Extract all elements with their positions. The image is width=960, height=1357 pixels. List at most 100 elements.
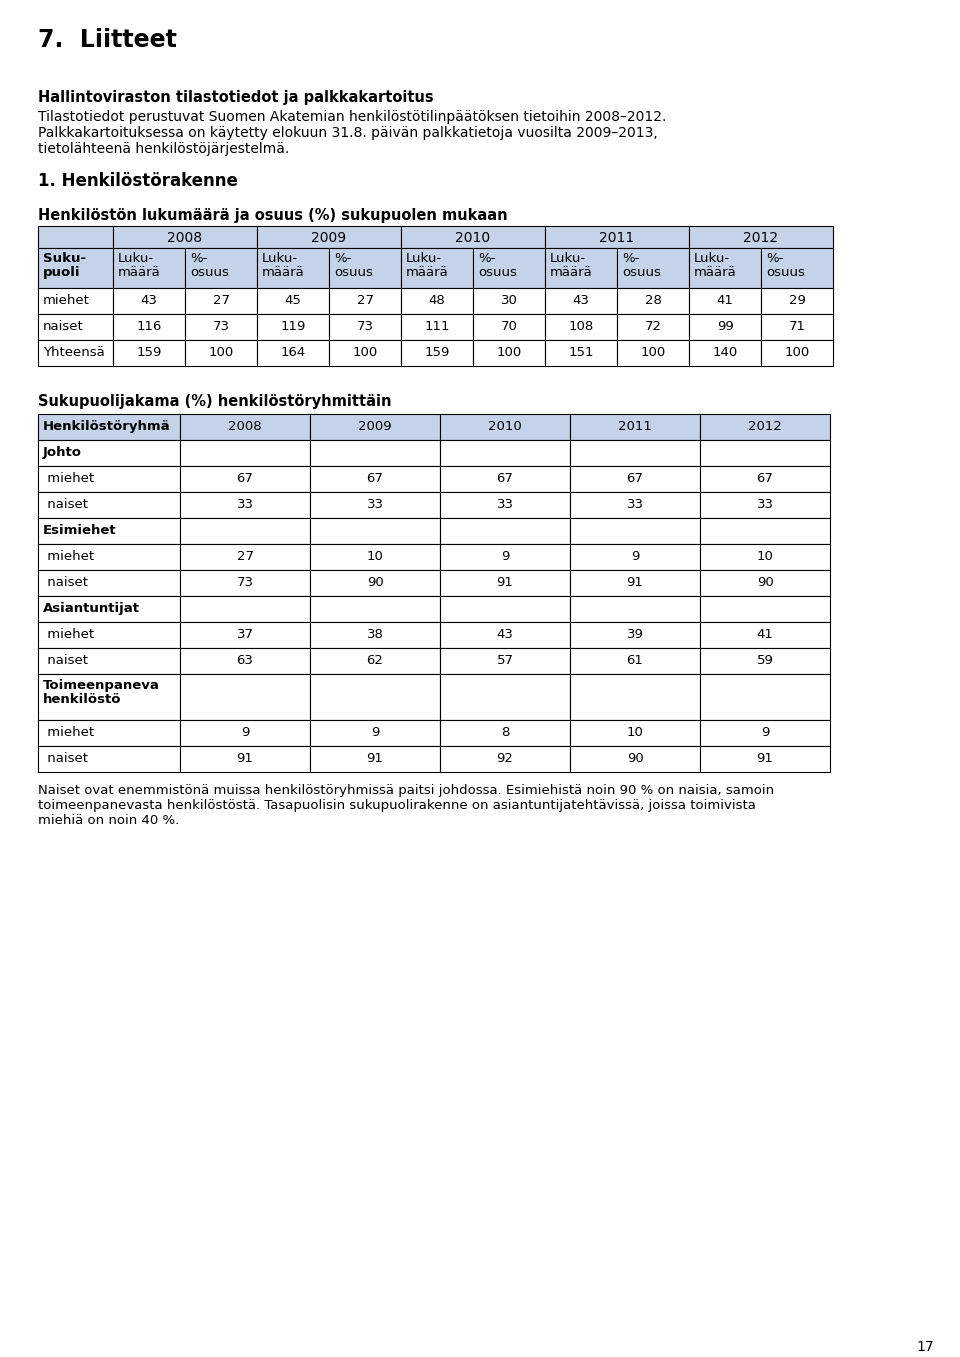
Text: 30: 30 [500, 294, 517, 307]
Text: 100: 100 [496, 346, 521, 360]
Bar [473, 341, 545, 366]
Bar [401, 341, 473, 366]
Bar [700, 721, 830, 746]
Bar [113, 288, 185, 313]
Text: 73: 73 [356, 320, 373, 332]
Bar [761, 313, 833, 341]
Bar [310, 649, 440, 674]
Bar [180, 721, 310, 746]
Text: 45: 45 [284, 294, 301, 307]
Bar [310, 518, 440, 544]
Text: 73: 73 [212, 320, 229, 332]
Text: Toimeenpaneva: Toimeenpaneva [43, 678, 160, 692]
Bar [329, 248, 401, 288]
Text: Esimiehet: Esimiehet [43, 524, 116, 537]
Text: 10: 10 [627, 726, 643, 740]
Text: Henkilöstön lukumäärä ja osuus (%) sukupuolen mukaan: Henkilöstön lukumäärä ja osuus (%) sukup… [38, 208, 508, 223]
Bar [570, 544, 700, 570]
Bar [440, 649, 570, 674]
Text: 119: 119 [280, 320, 305, 332]
Text: 27: 27 [356, 294, 373, 307]
Text: osuus: osuus [478, 266, 516, 280]
Bar [38, 544, 180, 570]
Bar [689, 248, 761, 288]
Bar [401, 227, 545, 248]
Text: Palkkakartoituksessa on käytetty elokuun 31.8. päivän palkkatietoja vuosilta 200: Palkkakartoituksessa on käytetty elokuun… [38, 126, 658, 140]
Bar [38, 596, 180, 622]
Text: määrä: määrä [550, 266, 592, 280]
Bar [113, 341, 185, 366]
Bar [689, 313, 761, 341]
Text: 62: 62 [367, 654, 383, 668]
Text: Suku-: Suku- [43, 252, 86, 265]
Bar [257, 248, 329, 288]
Bar [700, 440, 830, 465]
Text: 33: 33 [627, 498, 643, 512]
Text: 33: 33 [367, 498, 383, 512]
Bar [180, 465, 310, 493]
Text: 71: 71 [788, 320, 805, 332]
Text: 2008: 2008 [228, 421, 262, 433]
Text: 100: 100 [352, 346, 377, 360]
Bar [38, 622, 180, 649]
Text: 28: 28 [644, 294, 661, 307]
Text: osuus: osuus [190, 266, 228, 280]
Bar [473, 248, 545, 288]
Text: Luku-: Luku- [262, 252, 299, 265]
Text: naiset: naiset [43, 752, 88, 765]
Bar [180, 493, 310, 518]
Text: miehiä on noin 40 %.: miehiä on noin 40 %. [38, 814, 180, 826]
Bar [310, 414, 440, 440]
Bar [545, 288, 617, 313]
Text: 67: 67 [627, 472, 643, 484]
Text: 38: 38 [367, 628, 383, 641]
Text: 10: 10 [367, 550, 383, 563]
Text: %-: %- [334, 252, 351, 265]
Text: osuus: osuus [334, 266, 372, 280]
Bar [761, 248, 833, 288]
Bar [180, 570, 310, 596]
Bar [700, 465, 830, 493]
Text: 2010: 2010 [455, 231, 491, 246]
Text: 7.  Liitteet: 7. Liitteet [38, 28, 177, 52]
Bar [329, 313, 401, 341]
Bar [570, 518, 700, 544]
Bar [545, 248, 617, 288]
Text: 27: 27 [236, 550, 253, 563]
Bar [700, 674, 830, 721]
Bar [440, 674, 570, 721]
Text: osuus: osuus [622, 266, 660, 280]
Text: 90: 90 [627, 752, 643, 765]
Bar [180, 440, 310, 465]
Bar [38, 493, 180, 518]
Text: 108: 108 [568, 320, 593, 332]
Bar [689, 288, 761, 313]
Bar [700, 570, 830, 596]
Bar [440, 414, 570, 440]
Bar [329, 288, 401, 313]
Bar [38, 570, 180, 596]
Text: 33: 33 [756, 498, 774, 512]
Bar [310, 674, 440, 721]
Bar [185, 341, 257, 366]
Text: 116: 116 [136, 320, 161, 332]
Bar [38, 746, 180, 772]
Bar [440, 544, 570, 570]
Bar [617, 248, 689, 288]
Text: 63: 63 [236, 654, 253, 668]
Text: 151: 151 [568, 346, 593, 360]
Bar [185, 288, 257, 313]
Text: 2011: 2011 [618, 421, 652, 433]
Text: Henkilöstöryhmä: Henkilöstöryhmä [43, 421, 171, 433]
Bar [113, 248, 185, 288]
Text: 67: 67 [236, 472, 253, 484]
Bar [38, 248, 113, 288]
Bar [180, 674, 310, 721]
Text: Naiset ovat enemmistönä muissa henkilöstöryhmissä paitsi johdossa. Esimiehistä n: Naiset ovat enemmistönä muissa henkilöst… [38, 784, 774, 797]
Bar [700, 518, 830, 544]
Bar [38, 465, 180, 493]
Text: 2010: 2010 [488, 421, 522, 433]
Text: Sukupuolijakama (%) henkilöstöryhmittäin: Sukupuolijakama (%) henkilöstöryhmittäin [38, 394, 392, 408]
Text: Hallintoviraston tilastotiedot ja palkkakartoitus: Hallintoviraston tilastotiedot ja palkka… [38, 90, 434, 104]
Bar [310, 570, 440, 596]
